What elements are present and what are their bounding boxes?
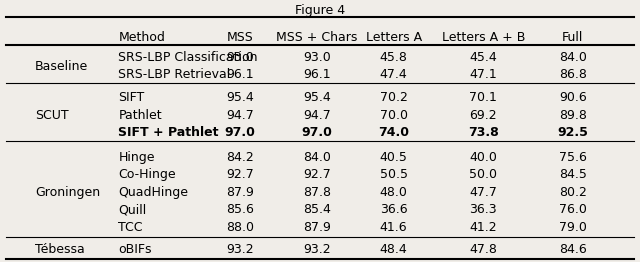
Text: 36.6: 36.6 <box>380 203 408 216</box>
Text: Pathlet: Pathlet <box>118 108 162 122</box>
Text: 97.0: 97.0 <box>301 126 332 139</box>
Text: 95.4: 95.4 <box>303 91 331 104</box>
Text: 88.0: 88.0 <box>226 221 254 234</box>
Text: 70.0: 70.0 <box>380 108 408 122</box>
Text: Baseline: Baseline <box>35 59 88 73</box>
Text: 45.4: 45.4 <box>469 51 497 64</box>
Text: 84.6: 84.6 <box>559 243 587 256</box>
Text: 93.0: 93.0 <box>303 51 331 64</box>
Text: 47.4: 47.4 <box>380 68 408 81</box>
Text: 85.6: 85.6 <box>226 203 254 216</box>
Text: QuadHinge: QuadHinge <box>118 186 188 199</box>
Text: 45.8: 45.8 <box>380 51 408 64</box>
Text: Letters A + B: Letters A + B <box>442 31 525 44</box>
Text: Groningen: Groningen <box>35 186 100 199</box>
Text: 76.0: 76.0 <box>559 203 587 216</box>
Text: 74.0: 74.0 <box>378 126 409 139</box>
Text: 84.5: 84.5 <box>559 168 587 181</box>
Text: Quill: Quill <box>118 203 147 216</box>
Text: 87.8: 87.8 <box>303 186 331 199</box>
Text: Co-Hinge: Co-Hinge <box>118 168 176 181</box>
Text: 50.0: 50.0 <box>469 168 497 181</box>
Text: 89.8: 89.8 <box>559 108 587 122</box>
Text: SIFT + Pathlet: SIFT + Pathlet <box>118 126 219 139</box>
Text: SRS-LBP Retrieval: SRS-LBP Retrieval <box>118 68 230 81</box>
Text: 47.1: 47.1 <box>469 68 497 81</box>
Text: Full: Full <box>562 31 584 44</box>
Text: 47.8: 47.8 <box>469 243 497 256</box>
Text: 70.1: 70.1 <box>469 91 497 104</box>
Text: 94.7: 94.7 <box>226 108 254 122</box>
Text: 48.4: 48.4 <box>380 243 408 256</box>
Text: SRS-LBP Classification: SRS-LBP Classification <box>118 51 258 64</box>
Text: 92.7: 92.7 <box>303 168 331 181</box>
Text: oBIFs: oBIFs <box>118 243 152 256</box>
Text: 50.5: 50.5 <box>380 168 408 181</box>
Text: 40.5: 40.5 <box>380 151 408 164</box>
Text: Figure 4: Figure 4 <box>295 4 345 17</box>
Text: 84.0: 84.0 <box>559 51 587 64</box>
Text: 75.6: 75.6 <box>559 151 587 164</box>
Text: 87.9: 87.9 <box>303 221 331 234</box>
Text: 73.8: 73.8 <box>468 126 499 139</box>
Text: 93.2: 93.2 <box>226 243 254 256</box>
Text: 36.3: 36.3 <box>469 203 497 216</box>
Text: MSS + Chars: MSS + Chars <box>276 31 358 44</box>
Text: 41.6: 41.6 <box>380 221 408 234</box>
Text: 40.0: 40.0 <box>469 151 497 164</box>
Text: Tébessa: Tébessa <box>35 243 85 256</box>
Text: 97.0: 97.0 <box>225 126 255 139</box>
Text: TCC: TCC <box>118 221 143 234</box>
Text: 93.2: 93.2 <box>303 243 331 256</box>
Text: 48.0: 48.0 <box>380 186 408 199</box>
Text: Letters A: Letters A <box>365 31 422 44</box>
Text: 70.2: 70.2 <box>380 91 408 104</box>
Text: 96.1: 96.1 <box>226 68 254 81</box>
Text: 84.0: 84.0 <box>303 151 331 164</box>
Text: 85.4: 85.4 <box>303 203 331 216</box>
Text: MSS: MSS <box>227 31 253 44</box>
Text: 87.9: 87.9 <box>226 186 254 199</box>
Text: 69.2: 69.2 <box>469 108 497 122</box>
Text: 95.4: 95.4 <box>226 91 254 104</box>
Text: 90.6: 90.6 <box>559 91 587 104</box>
Text: Method: Method <box>118 31 165 44</box>
Text: SCUT: SCUT <box>35 108 69 122</box>
Text: 41.2: 41.2 <box>469 221 497 234</box>
Text: SIFT: SIFT <box>118 91 145 104</box>
Text: 94.7: 94.7 <box>303 108 331 122</box>
Text: 96.1: 96.1 <box>303 68 331 81</box>
Text: 86.8: 86.8 <box>559 68 587 81</box>
Text: 92.7: 92.7 <box>226 168 254 181</box>
Text: 47.7: 47.7 <box>469 186 497 199</box>
Text: 79.0: 79.0 <box>559 221 587 234</box>
Text: 84.2: 84.2 <box>226 151 254 164</box>
Text: 80.2: 80.2 <box>559 186 587 199</box>
Text: Hinge: Hinge <box>118 151 155 164</box>
Text: 93.0: 93.0 <box>226 51 254 64</box>
Text: 92.5: 92.5 <box>557 126 588 139</box>
